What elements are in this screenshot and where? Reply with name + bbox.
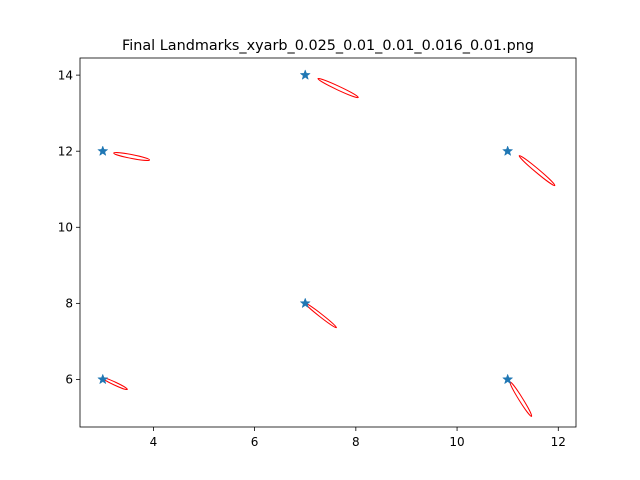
landmark-point-2: [97, 145, 109, 156]
x-tick-label: 8: [352, 435, 360, 449]
landmark-point-6: [502, 145, 514, 156]
chart-title: Final Landmarks_xyarb_0.025_0.01_0.01_0.…: [122, 38, 534, 54]
uncertainty-ellipse-5: [509, 381, 533, 417]
landmark-point-1: [97, 373, 109, 385]
landmark-point-3: [299, 297, 311, 309]
y-tick-label: 10: [58, 221, 73, 235]
y-tick-label: 14: [58, 68, 73, 82]
x-tick-label: 4: [150, 435, 158, 449]
uncertainty-ellipse-3: [304, 302, 337, 329]
landmark-point-5: [502, 373, 514, 385]
plot-area-frame: [79, 57, 577, 428]
uncertainty-ellipse-6: [518, 155, 556, 187]
x-tick-label: 6: [251, 435, 259, 449]
x-tick-label: 12: [551, 435, 566, 449]
landmark-points: [97, 69, 514, 385]
uncertainty-ellipse-4: [317, 77, 359, 99]
axis-ticks: 4 6 8 10 12 6 8 10 12 14: [58, 68, 566, 449]
y-tick-label: 6: [65, 373, 73, 387]
landmark-point-4: [299, 69, 311, 80]
uncertainty-ellipse-2: [113, 152, 151, 161]
y-tick-label: 12: [58, 145, 73, 159]
x-tick-label: 10: [449, 435, 464, 449]
y-tick-label: 8: [65, 297, 73, 311]
uncertainty-ellipses: [102, 77, 556, 417]
